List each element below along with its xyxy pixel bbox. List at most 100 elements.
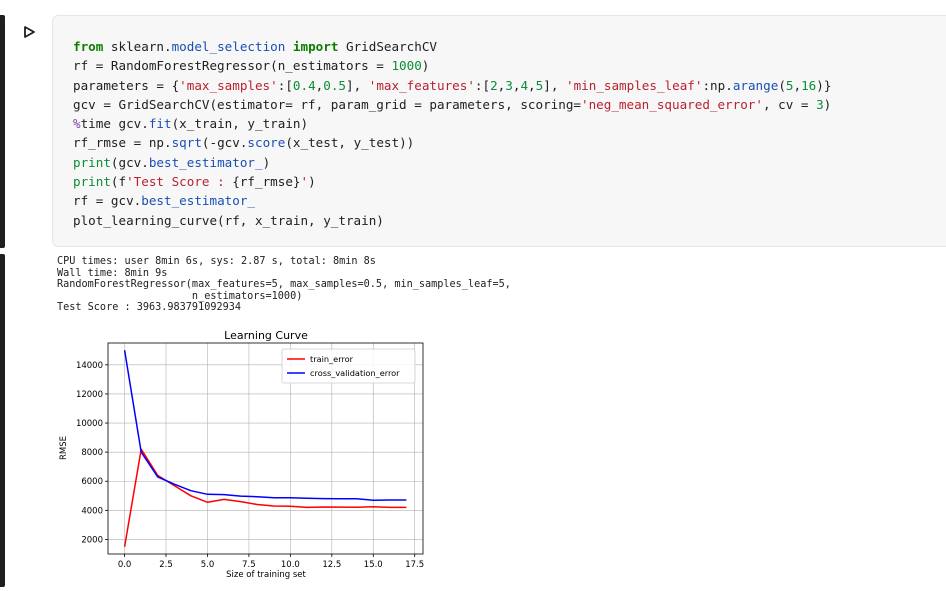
code-token: )}	[816, 77, 832, 93]
code-token: import	[292, 39, 339, 54]
code-token: 'max_samples'	[179, 77, 278, 93]
code-token: gcv = GridSearchCV(estimator= rf, param_…	[73, 96, 581, 112]
code-token: 'neg_mean_squared_error'	[581, 96, 763, 112]
y-tick-label: 6000	[81, 477, 103, 487]
output-focus-bar	[0, 254, 5, 587]
code-line: print(f'Test Score : {rf_rmse}')	[73, 172, 831, 191]
code-line: from sklearn.model_selection import Grid…	[73, 37, 831, 56]
code-token: (	[778, 77, 786, 93]
code-token: 0.5	[323, 77, 346, 93]
code-token: rf = RandomForestRegressor(n_estimators …	[73, 58, 392, 74]
code-token: (gcv.	[110, 154, 149, 170]
code-token	[285, 39, 293, 54]
code-token: rf_rmse = np.	[73, 135, 172, 151]
code-token: %	[73, 116, 81, 132]
code-token: ,	[793, 77, 802, 93]
x-tick-label: 0.0	[118, 560, 132, 570]
y-tick-label: 14000	[76, 361, 103, 371]
code-token: )	[823, 96, 832, 112]
code-token: fit	[148, 116, 172, 132]
code-token: print	[73, 174, 111, 190]
code-token: 'min_samples_leaf'	[565, 77, 703, 93]
code-token: 'Test Score :	[126, 174, 233, 190]
code-line: parameters = {'max_samples':[0.4,0.5], '…	[73, 76, 831, 95]
code-token: parameters = {	[73, 77, 180, 93]
code-token: 'max_features'	[368, 77, 475, 93]
code-token: model_selection	[171, 39, 286, 54]
code-token: (x_test, y_test))	[285, 135, 415, 151]
x-tick-label: 12.5	[322, 560, 341, 570]
series-line-train-error	[123, 448, 407, 547]
code-token: ,	[497, 77, 506, 93]
code-token: arange	[732, 77, 779, 93]
code-token: 2	[490, 77, 498, 93]
y-axis-label: RMSE	[59, 436, 69, 460]
code-token: )	[262, 154, 271, 170]
cell-focus-bar	[0, 15, 5, 248]
code-token: (f	[110, 174, 127, 190]
code-token: plot_learning_curve(rf, x_train, y_train…	[73, 212, 384, 228]
cell-output-text: CPU times: user 8min 6s, sys: 2.87 s, to…	[57, 256, 511, 314]
legend-box	[281, 348, 416, 384]
x-tick-label: 15.0	[364, 560, 383, 570]
plot-frame	[107, 342, 424, 555]
code-line: plot_learning_curve(rf, x_train, y_train…	[73, 211, 831, 230]
x-tick-label: 2.5	[159, 560, 173, 570]
code-token: ],	[543, 77, 566, 93]
code-token: best_estimator_	[148, 154, 263, 170]
code-token: ,	[315, 77, 324, 93]
learning-curve-chart: 0.0 2.5 5.0 7.5 10.0 12.5 15.0 17.5 2000 4000 6000…	[59, 329, 424, 580]
code-token: (-gcv.	[201, 135, 248, 151]
code-token: 5	[785, 77, 794, 93]
code-token: print	[73, 154, 111, 170]
code-token: 3	[816, 96, 824, 112]
y-tick-label: 10000	[76, 419, 103, 429]
code-line: print(gcv.best_estimator_)	[73, 153, 831, 172]
chart-title: Learning Curve	[224, 329, 308, 342]
x-tick-label: 17.5	[405, 560, 424, 570]
code-editor[interactable]: from sklearn.model_selection import Grid…	[52, 15, 946, 247]
code-token: rf = gcv.	[73, 193, 142, 209]
code-token: '	[300, 174, 309, 190]
legend-label: cross_validation_error	[310, 368, 400, 378]
y-tick-label: 12000	[76, 390, 103, 400]
play-icon	[24, 26, 35, 38]
code-token: 16	[801, 77, 817, 93]
code-token: , cv =	[762, 96, 817, 112]
code-token: 5	[535, 77, 544, 93]
code-content[interactable]: from sklearn.model_selection import Grid…	[73, 37, 831, 230]
code-token: 1000	[391, 58, 422, 74]
code-token: from	[73, 39, 104, 54]
code-token: ],	[346, 77, 369, 93]
x-tick-label: 5.0	[201, 560, 215, 570]
series-line-cross-validation-error	[123, 350, 407, 501]
x-axis-label: Size of training set	[226, 570, 306, 580]
code-token: 3	[505, 77, 513, 93]
legend-label: train_error	[310, 354, 354, 364]
code-token: time gcv.	[80, 116, 149, 132]
code-token: ,	[528, 77, 536, 93]
code-token: 4	[520, 77, 529, 93]
x-tick-label: 7.5	[242, 560, 256, 570]
code-line: rf = gcv.best_estimator_	[73, 191, 831, 210]
code-token: :np.	[702, 77, 733, 93]
code-line: rf = RandomForestRegressor(n_estimators …	[73, 56, 831, 75]
code-token: ,	[512, 77, 521, 93]
code-token: :[	[277, 77, 293, 93]
y-tick-label: 2000	[81, 535, 103, 545]
code-token: (x_train, y_train)	[171, 116, 309, 132]
code-token: {rf_rmse}	[232, 174, 301, 190]
run-cell-button[interactable]	[14, 17, 44, 47]
code-token: score	[247, 135, 286, 151]
y-tick-label: 4000	[81, 506, 103, 516]
code-token: )	[421, 58, 430, 74]
y-tick-label: 8000	[81, 448, 103, 458]
code-token: 0.4	[292, 77, 316, 93]
code-line: gcv = GridSearchCV(estimator= rf, param_…	[73, 95, 831, 114]
code-token: best_estimator_	[141, 193, 255, 209]
x-tick-label: 10.0	[281, 560, 300, 570]
code-token: GridSearchCV	[338, 39, 437, 54]
code-line: %time gcv.fit(x_train, y_train)	[73, 114, 831, 133]
code-token: sqrt	[171, 135, 202, 151]
code-token: :[	[474, 77, 491, 93]
